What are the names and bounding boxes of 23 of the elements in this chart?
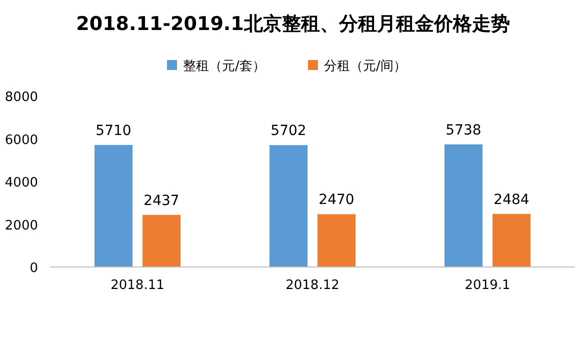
bar	[444, 144, 482, 267]
y-tick-label: 4000	[4, 176, 38, 190]
x-tick-label: 2019.1	[464, 278, 510, 293]
x-tick-label: 2018.11	[110, 278, 164, 293]
y-tick-label: 8000	[4, 90, 38, 105]
x-tick-label: 2018.12	[286, 278, 340, 293]
legend-label: 分租（元/间）	[324, 59, 406, 74]
data-label: 2484	[494, 192, 530, 208]
bar	[142, 214, 180, 267]
bar	[94, 144, 132, 267]
y-tick-label: 6000	[4, 132, 38, 148]
data-label: 5702	[270, 123, 306, 140]
data-label: 5738	[446, 122, 482, 138]
data-label: 5710	[96, 122, 132, 139]
bar	[492, 214, 530, 267]
chart-title: 2018.11-2019.1北京整租、分租月租金价格走势	[76, 13, 510, 35]
data-label: 2437	[144, 192, 180, 209]
y-tick-label: 2000	[4, 218, 38, 234]
y-tick-label: 0	[30, 261, 38, 276]
bar	[318, 214, 356, 267]
bar	[270, 145, 308, 267]
data-label: 2470	[318, 192, 354, 208]
legend-label: 整租（元/套）	[183, 59, 266, 74]
